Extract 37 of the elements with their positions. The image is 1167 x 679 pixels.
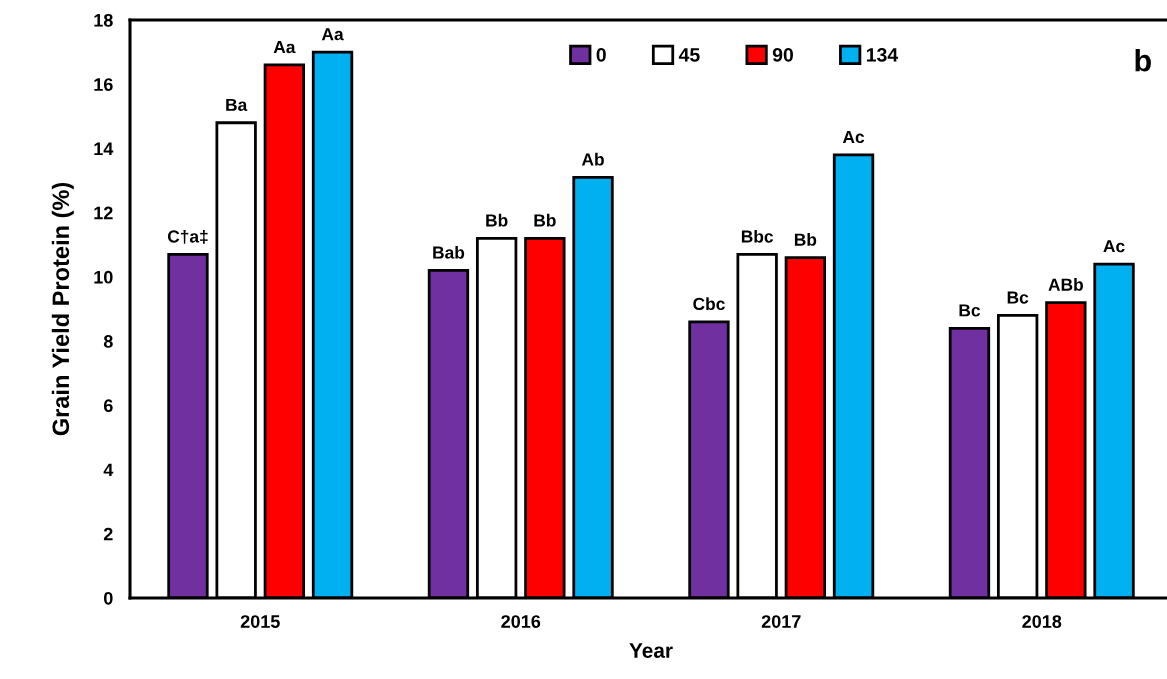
data-label: Bb (534, 213, 556, 227)
y-tick-label: 18 (94, 13, 113, 27)
data-label: Bc (959, 304, 981, 317)
y-tick-label: 2 (103, 527, 113, 541)
data-label: Ba (226, 98, 248, 111)
y-tick-label: 4 (103, 463, 114, 477)
data-label: Bb (794, 233, 817, 246)
data-label: ABb (1048, 278, 1083, 291)
data-label: Ac (842, 130, 865, 144)
data-label: Ab (581, 152, 604, 166)
data-label: Aa (321, 28, 344, 41)
data-label: Cbc (693, 297, 725, 311)
data-label: Bbc (741, 229, 774, 243)
data-label: Ac (1103, 240, 1125, 253)
y-tick-label: 12 (94, 206, 113, 220)
legend-label: 0 (596, 47, 606, 62)
x-tick-label: 2016 (501, 615, 541, 628)
legend-label: 90 (772, 47, 793, 62)
y-tick-label: 6 (103, 399, 113, 413)
y-tick-label: 14 (94, 142, 114, 155)
data-label: Bab (433, 245, 465, 259)
data-label: Bc (1007, 291, 1029, 304)
x-tick-label: 2015 (240, 615, 280, 628)
y-tick-label: 8 (103, 335, 113, 348)
y-axis-title: Grain Yield Protein (%) (51, 182, 74, 436)
annotation: b (1135, 49, 1151, 72)
x-tick-label: 2018 (1022, 615, 1062, 628)
y-tick-label: 10 (94, 270, 113, 284)
legend-label: 134 (866, 47, 899, 62)
legend-label: 45 (678, 48, 700, 62)
data-label: Aa (273, 41, 296, 54)
y-tick-label: 16 (94, 78, 113, 91)
y-tick-label: 0 (104, 591, 113, 605)
data-label: C†a‡ (167, 229, 208, 244)
x-tick-label: 2017 (761, 615, 801, 628)
x-axis-title: Year (629, 643, 673, 658)
data-label: Bb (486, 213, 508, 227)
